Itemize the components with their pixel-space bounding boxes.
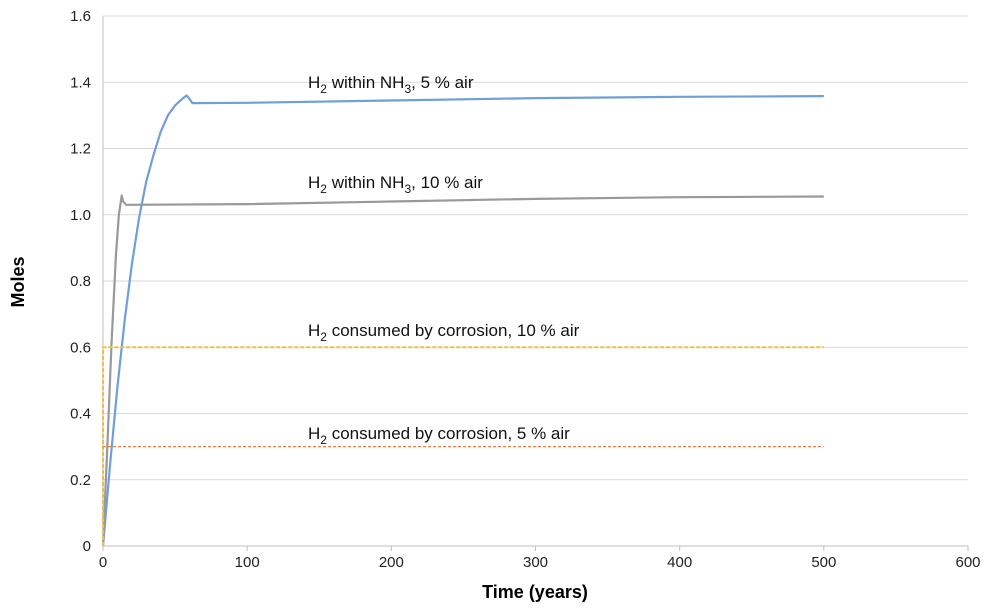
y-tick-labels: 0 0.2 0.4 0.6 0.8 1.0 1.2 1.4 1.6 [70,8,91,555]
series-annotation-4: H2 consumed by corrosion, 5 % air [308,424,570,447]
series-annotations: H2 within NH3, 5 % air H2 within NH3, 10 … [308,73,580,447]
x-tick-label: 300 [523,554,548,571]
x-tick-label: 100 [235,554,260,571]
y-tick-label: 0.8 [70,273,91,290]
gridlines [103,15,968,481]
series-line-2 [101,194,824,547]
x-tick-label: 400 [667,554,692,571]
x-tick-label: 600 [955,554,980,571]
series-annotation-3: H2 consumed by corrosion, 10 % air [308,321,580,344]
x-tick-label: 200 [379,554,404,571]
series-line-1 [101,94,824,547]
y-tick-label: 1.4 [70,74,91,91]
y-tick-label: 0.2 [70,472,91,489]
series-line-3 [102,346,824,546]
y-tick-label: 0.4 [70,406,91,423]
series-annotation-2: H2 within NH3, 10 % air [308,173,483,196]
x-tick-label: 500 [811,554,836,571]
x-axis-title: Time (years) [482,582,588,602]
y-tick-label: 1.0 [70,207,91,224]
axes [102,16,969,551]
series-lines [101,94,824,547]
x-tick-label: 0 [99,554,107,571]
series-annotation-1: H2 within NH3, 5 % air [308,73,474,96]
y-tick-label: 1.6 [70,8,91,25]
x-tick-labels: 0 100 200 300 400 500 600 [99,554,981,571]
y-tick-label: 1.2 [70,141,91,158]
y-tick-label: 0 [83,538,91,555]
y-axis-title: Moles [8,256,28,307]
y-tick-label: 0.6 [70,339,91,356]
